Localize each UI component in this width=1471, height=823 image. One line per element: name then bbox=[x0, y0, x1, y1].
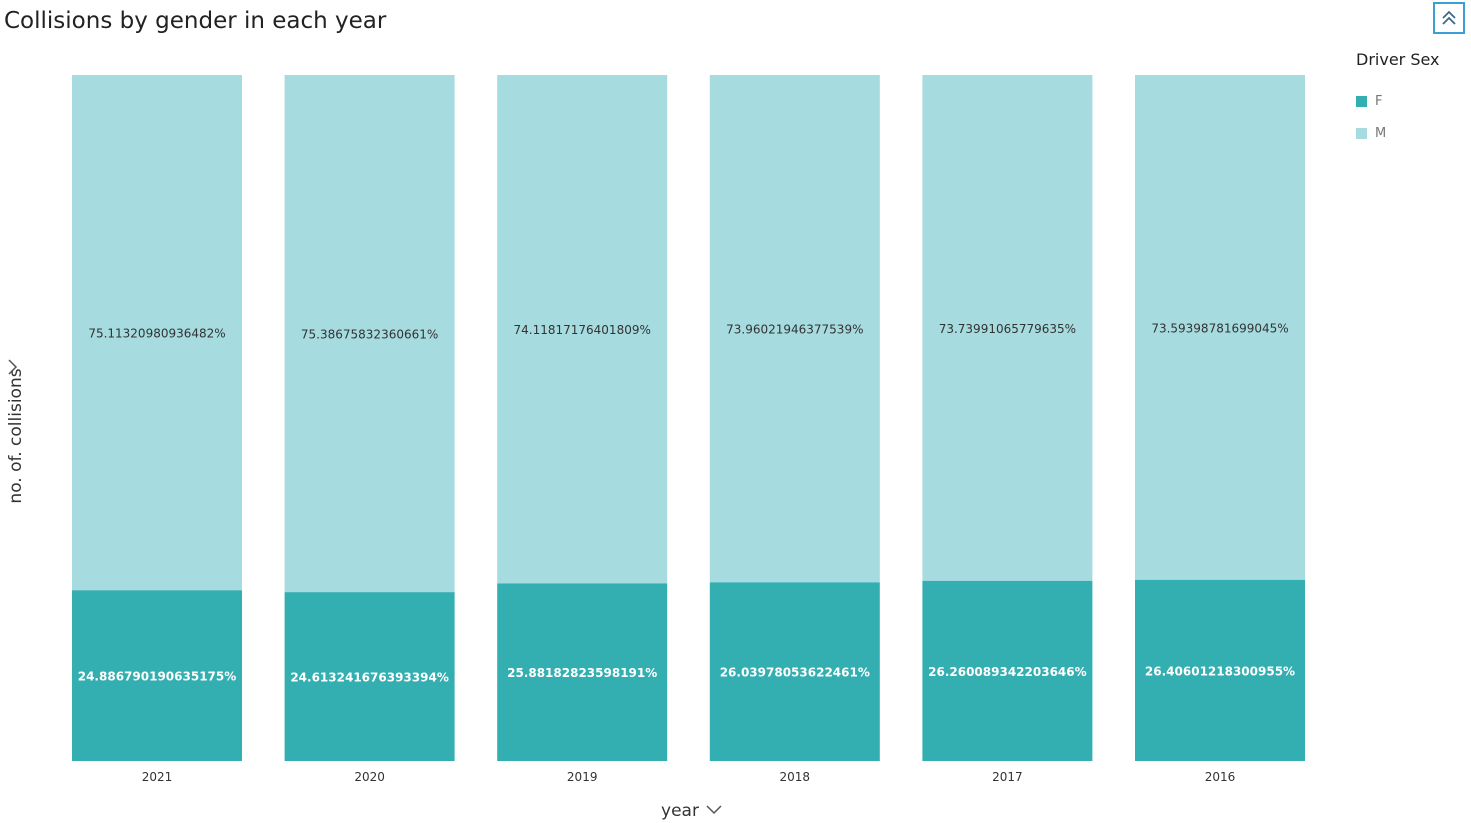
data-label-f-2019: 25.88182823598191% bbox=[507, 666, 657, 680]
x-tick-label-2017: 2017 bbox=[992, 770, 1023, 784]
legend-label-f: F bbox=[1375, 93, 1383, 109]
x-tick-label-2019: 2019 bbox=[567, 770, 598, 784]
data-label-f-2018: 26.03978053622461% bbox=[720, 666, 870, 680]
bar-m-2017[interactable] bbox=[922, 75, 1093, 581]
data-labels-layer: 75.11320980936482% 24.886790190635175% 75.… bbox=[78, 321, 1295, 684]
data-label-f-2020: 24.613241676393394% bbox=[290, 671, 449, 685]
x-axis-title-button[interactable]: year bbox=[661, 801, 722, 821]
double-chevron-up-icon bbox=[1442, 10, 1456, 25]
data-label-f-2016: 26.40601218300955% bbox=[1145, 664, 1295, 678]
y-axis-title: no. of. collisions bbox=[6, 368, 26, 503]
data-label-m-2019: 74.11817176401809% bbox=[514, 323, 651, 337]
bar-f-2018[interactable] bbox=[709, 582, 880, 761]
legend-swatch-m bbox=[1356, 127, 1367, 139]
bars-layer bbox=[72, 75, 1305, 761]
legend: Driver Sex F M bbox=[1356, 50, 1466, 157]
bar-m-2020[interactable] bbox=[284, 75, 455, 593]
x-tick-label-2020: 2020 bbox=[354, 770, 385, 784]
data-label-m-2017: 73.73991065779635% bbox=[939, 322, 1076, 336]
legend-item-f[interactable]: F bbox=[1356, 93, 1466, 109]
y-axis-title-button[interactable]: no. of. collisions bbox=[6, 359, 26, 504]
data-label-m-2018: 73.96021946377539% bbox=[726, 323, 863, 337]
x-tick-labels: 2021 2020 2019 2018 2017 2016 bbox=[142, 770, 1236, 784]
legend-label-m: M bbox=[1375, 125, 1387, 141]
bar-f-2016[interactable] bbox=[1135, 579, 1305, 761]
legend-item-m[interactable]: M bbox=[1356, 125, 1466, 141]
bar-f-2020[interactable] bbox=[284, 592, 455, 761]
data-label-m-2020: 75.38675832360661% bbox=[301, 328, 438, 342]
bar-f-2021[interactable] bbox=[72, 590, 242, 761]
chevron-down-icon bbox=[8, 359, 18, 375]
x-tick-label-2018: 2018 bbox=[780, 770, 811, 784]
data-label-f-2021: 24.886790190635175% bbox=[78, 670, 237, 684]
legend-swatch-f bbox=[1356, 95, 1367, 107]
data-label-f-2017: 26.260089342203646% bbox=[928, 665, 1087, 679]
collapse-button[interactable] bbox=[1433, 2, 1465, 34]
legend-title: Driver Sex bbox=[1356, 50, 1440, 69]
bar-f-2019[interactable] bbox=[497, 583, 668, 761]
bar-m-2021[interactable] bbox=[72, 75, 242, 591]
bar-m-2019[interactable] bbox=[497, 75, 668, 584]
bar-m-2016[interactable] bbox=[1135, 75, 1305, 580]
data-label-m-2016: 73.59398781699045% bbox=[1151, 321, 1288, 335]
chevron-down-icon bbox=[706, 805, 722, 815]
data-label-m-2021: 75.11320980936482% bbox=[88, 327, 225, 341]
chart-title: Collisions by gender in each year bbox=[4, 8, 387, 34]
bar-f-2017[interactable] bbox=[922, 580, 1093, 761]
x-tick-label-2021: 2021 bbox=[142, 770, 173, 784]
bar-m-2018[interactable] bbox=[709, 75, 880, 583]
x-axis-title: year bbox=[661, 801, 699, 821]
x-tick-label-2016: 2016 bbox=[1205, 770, 1236, 784]
